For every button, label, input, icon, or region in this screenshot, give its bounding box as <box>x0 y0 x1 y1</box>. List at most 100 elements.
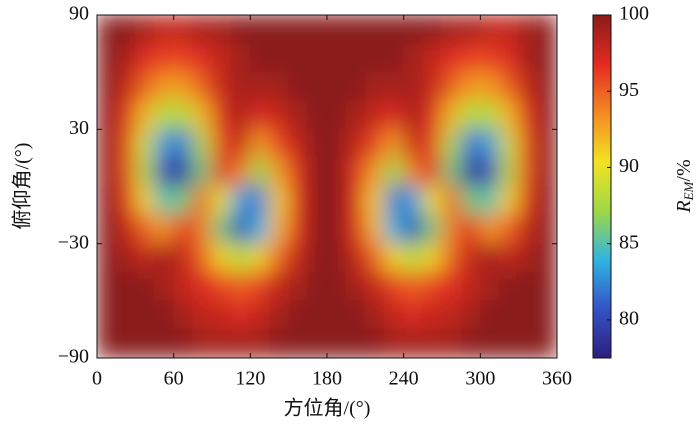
heatmap-cell <box>479 300 500 330</box>
heatmap-cell <box>364 271 385 302</box>
heatmap-cell <box>441 128 462 159</box>
heatmap-cell <box>403 328 424 358</box>
heatmap-cell <box>364 100 385 130</box>
heatmap-cell <box>364 300 385 330</box>
heatmap-cell <box>499 71 520 102</box>
heatmap-cell <box>518 128 539 159</box>
heatmap-cell <box>499 214 520 245</box>
heatmap-cell <box>249 214 270 245</box>
heatmap-cell <box>192 71 213 102</box>
heatmap-cell <box>134 271 155 302</box>
heatmap-cell <box>326 186 347 216</box>
heatmap-cell <box>345 128 366 159</box>
heatmap-cell <box>249 243 270 273</box>
heatmap-cell <box>422 128 443 159</box>
heatmap-cell <box>192 328 213 358</box>
heatmap-cell <box>345 271 366 302</box>
heatmap-cell <box>173 214 194 245</box>
heatmap-cell <box>154 186 175 216</box>
heatmap-cell <box>479 243 500 273</box>
heatmap-cell <box>403 15 424 45</box>
heatmap-cell <box>307 243 328 273</box>
heatmap-cell <box>384 43 405 73</box>
heatmap-cell <box>345 214 366 245</box>
heatmap-cell <box>364 328 385 358</box>
heatmap-cell <box>364 15 385 45</box>
heatmap-cell <box>249 100 270 130</box>
heatmap-cell <box>154 128 175 159</box>
heatmap-cell <box>384 300 405 330</box>
heatmap-cell <box>192 271 213 302</box>
heatmap-cell <box>326 43 347 73</box>
heatmap-cell <box>307 157 328 187</box>
heatmap-cell <box>173 271 194 302</box>
heatmap-cell <box>441 243 462 273</box>
heatmap-cell <box>307 328 328 358</box>
colorbar-tick-label: 80 <box>619 307 639 329</box>
heatmap-cell <box>479 328 500 358</box>
heatmap-cell <box>97 214 117 245</box>
heatmap-cell <box>460 328 481 358</box>
heatmap-cell <box>154 43 175 73</box>
heatmap-cell <box>384 157 405 187</box>
heatmap-cell <box>479 43 500 73</box>
heatmap-cell <box>422 15 443 45</box>
heatmap-cell <box>364 128 385 159</box>
heatmap-cell <box>307 43 328 73</box>
heatmap-cell <box>211 186 232 216</box>
heatmap-cell <box>154 157 175 187</box>
heatmap-cell <box>441 157 462 187</box>
heatmap-cell <box>479 128 500 159</box>
heatmap-cell <box>173 328 194 358</box>
heatmap-cell <box>345 186 366 216</box>
heatmap-cell <box>173 128 194 159</box>
heatmap-cell <box>441 214 462 245</box>
heatmap-cell <box>249 128 270 159</box>
heatmap-cell <box>499 15 520 45</box>
heatmap-cell <box>499 128 520 159</box>
heatmap-cell <box>249 157 270 187</box>
heatmap-cell <box>173 100 194 130</box>
heatmap-cell <box>441 43 462 73</box>
heatmap-cell <box>211 100 232 130</box>
heatmap-cell <box>230 243 251 273</box>
heatmap-cell <box>537 157 557 187</box>
heatmap-cell <box>326 214 347 245</box>
heatmap-cell <box>364 214 385 245</box>
heatmap-cell <box>460 186 481 216</box>
heatmap-cell <box>288 300 309 330</box>
x-tick-label: 180 <box>312 368 342 390</box>
heatmap-cell <box>326 100 347 130</box>
x-tick-label: 0 <box>92 368 102 390</box>
heatmap-cell <box>154 100 175 130</box>
y-tick-label: 30 <box>69 117 89 139</box>
heatmap-cell <box>441 328 462 358</box>
heatmap-cell <box>288 43 309 73</box>
heatmap-cell <box>192 300 213 330</box>
y-axis-label: 俯仰角/(°) <box>11 143 34 230</box>
heatmap-cell <box>192 186 213 216</box>
heatmap-cell <box>269 15 290 45</box>
heatmap-cell <box>479 71 500 102</box>
heatmap-cell <box>460 271 481 302</box>
heatmap-cell <box>230 300 251 330</box>
heatmap-cell <box>211 328 232 358</box>
heatmap-cell <box>403 157 424 187</box>
heatmap-cell <box>249 43 270 73</box>
heatmap-cell <box>134 71 155 102</box>
heatmap-cell <box>422 243 443 273</box>
heatmap-cell <box>441 15 462 45</box>
heatmap-cell <box>403 300 424 330</box>
heatmap-cell <box>288 157 309 187</box>
colorbar-symbol: R <box>673 200 695 213</box>
heatmap-cell <box>460 243 481 273</box>
heatmap-cell <box>173 15 194 45</box>
heatmap-cell <box>173 243 194 273</box>
heatmap-cell <box>115 243 136 273</box>
heatmap-cell <box>154 71 175 102</box>
x-tick-label: 120 <box>235 368 265 390</box>
heatmap-cell <box>230 328 251 358</box>
heatmap-cell <box>326 157 347 187</box>
heatmap-cell <box>230 100 251 130</box>
heatmap-cell <box>307 186 328 216</box>
